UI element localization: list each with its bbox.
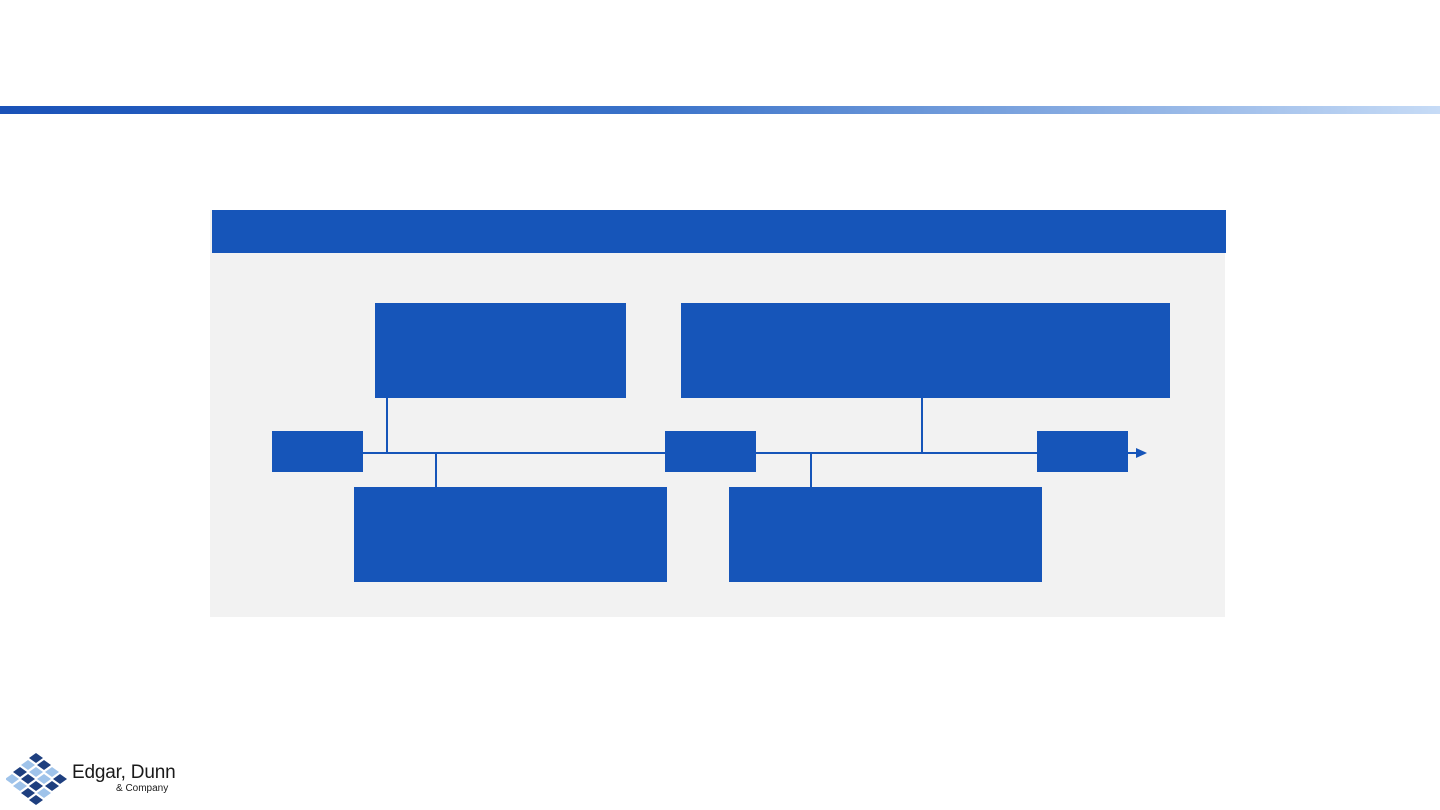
logo-diamond [45, 781, 59, 791]
logo-diamond [45, 767, 59, 777]
logo-diamond [53, 774, 67, 784]
logo-diamond [29, 781, 43, 791]
logo-diamond [29, 753, 43, 763]
callout-top-right [681, 303, 1170, 398]
logo-diamond [37, 788, 51, 798]
company-logo: Edgar, Dunn & Company [6, 752, 186, 808]
logo-diamond [29, 795, 43, 805]
diamond-cluster-icon [6, 753, 67, 805]
logo-diamond [13, 781, 27, 791]
milestone-start [272, 431, 363, 472]
logo-diamond [6, 774, 19, 784]
logo-subtitle: & Company [116, 783, 169, 794]
header-gradient-bar [0, 106, 1440, 114]
logo-diamond [21, 760, 35, 770]
logo-diamond [21, 788, 35, 798]
logo-name: Edgar, Dunn [72, 762, 176, 783]
callout-bottom-left [354, 487, 667, 582]
milestone-end [1037, 431, 1128, 472]
milestone-mid [665, 431, 756, 472]
callout-bottom-right [729, 487, 1042, 582]
logo-diamond [37, 760, 51, 770]
logo-diamond [29, 767, 43, 777]
logo-diamond [21, 774, 35, 784]
logo-diamond [13, 767, 27, 777]
logo-diamond [37, 774, 51, 784]
callout-top-left [375, 303, 626, 398]
timeline-panel-header [212, 210, 1226, 253]
